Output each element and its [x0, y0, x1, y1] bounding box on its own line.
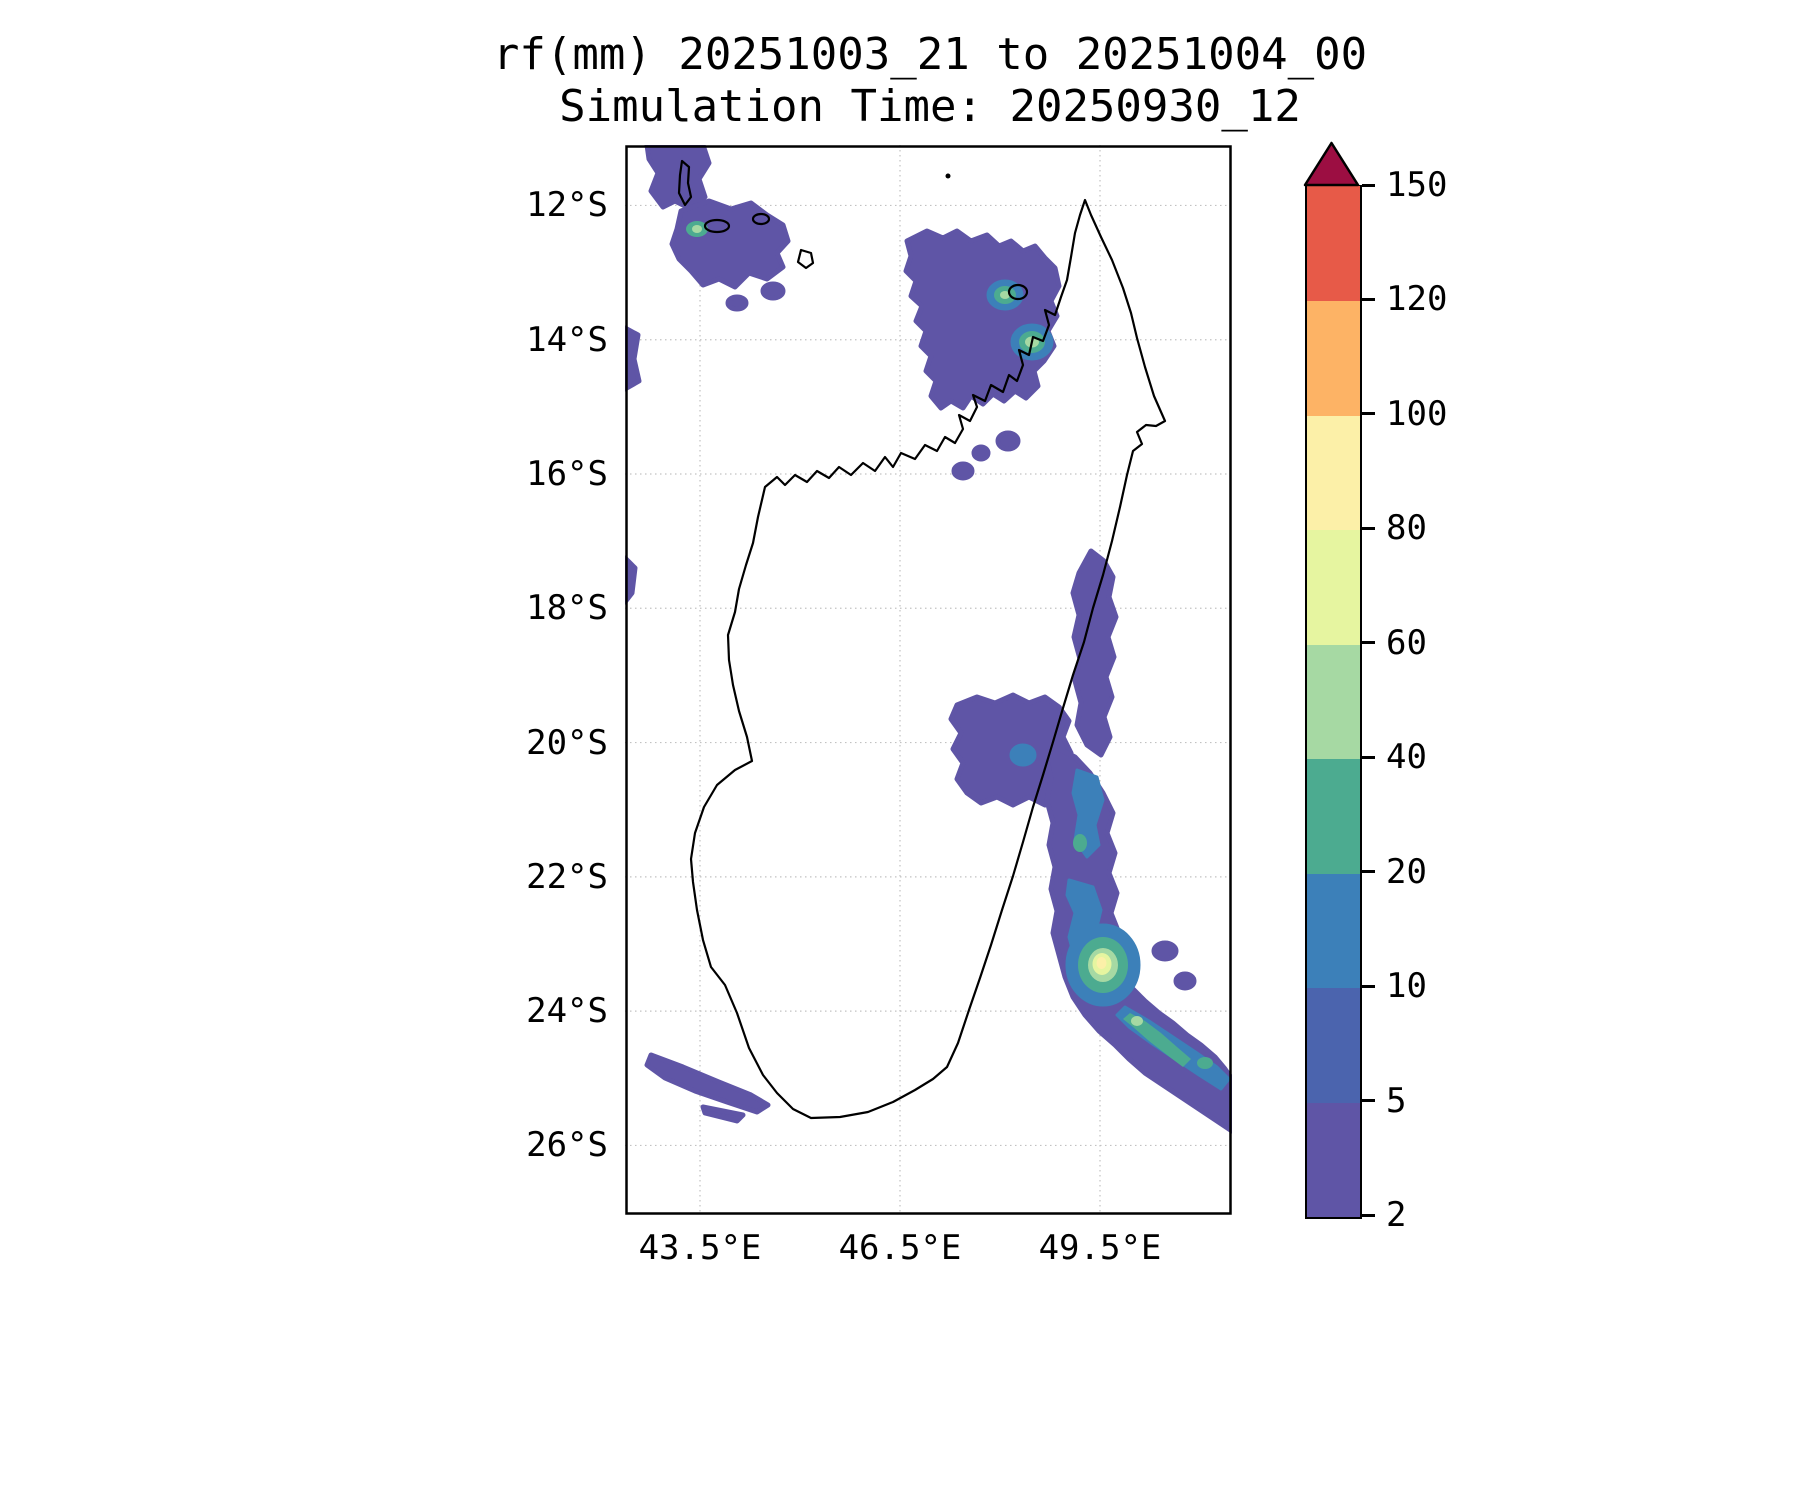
colorbar-tick: [1362, 1213, 1375, 1217]
chart-subtitle: Simulation Time: 20250930_12: [559, 81, 1301, 132]
rain-patch: [1123, 1013, 1191, 1067]
colorbar-tick-label: 5: [1386, 1080, 1407, 1121]
colorbar-tick: [1362, 755, 1375, 759]
colorbar-tick-label: 100: [1386, 393, 1448, 434]
colorbar-segment: [1307, 873, 1360, 989]
plot-border: [625, 145, 1232, 1215]
colorbar-tick: [1362, 297, 1375, 301]
y-tick-label: 12°S: [526, 185, 608, 226]
rain-patch: [971, 444, 991, 462]
colorbar-tick-label: 60: [1386, 622, 1427, 663]
grande-comore-island-outline: [677, 159, 693, 207]
rain-patch: [700, 1104, 746, 1124]
x-tick-label: 46.5°E: [838, 1228, 962, 1268]
rain-patch: [1073, 834, 1087, 852]
rainfall-contours: [625, 145, 1232, 1134]
anjouan-island-outline: [751, 212, 771, 226]
colorbar-tick-label: 150: [1386, 165, 1448, 205]
colorbar-tick: [1362, 526, 1375, 530]
colorbar-tick: [1362, 412, 1375, 416]
rain-patch: [995, 430, 1021, 452]
colorbar-tick-label: 2: [1386, 1195, 1407, 1235]
moheli-island-outline: [703, 218, 731, 234]
colorbar-tick: [1362, 641, 1375, 645]
rain-patch: [1000, 291, 1010, 299]
colorbar-arrow: [1303, 141, 1360, 187]
colorbar-tick: [1362, 1099, 1375, 1103]
colorbar-tick-label: 20: [1386, 851, 1427, 892]
rain-patch: [1070, 548, 1119, 758]
colorbar-tick: [1362, 183, 1375, 187]
chart-title: rf(mm) 20251003_21 to 20251004_00: [492, 29, 1368, 80]
rain-patch: [760, 281, 786, 301]
colorbar-segment: [1307, 987, 1360, 1103]
rain-patch: [951, 461, 975, 481]
colorbar-tick-label: 10: [1386, 966, 1427, 1007]
colorbar-tick-label: 120: [1386, 279, 1448, 320]
coastlines: [677, 159, 1167, 1120]
y-tick-label: 26°S: [526, 1125, 608, 1166]
rain-patch: [692, 225, 702, 233]
colorbar-tick: [1362, 870, 1375, 874]
small-island-dot: [945, 173, 951, 179]
colorbar-segment: [1307, 644, 1360, 760]
nosy-be-island-outline: [1007, 283, 1029, 301]
rain-patch: [669, 198, 791, 290]
y-tick-label: 24°S: [526, 991, 608, 1032]
colorbar-tick-label: 80: [1386, 508, 1427, 549]
colorbar-segment: [1307, 186, 1360, 302]
rain-patch: [903, 228, 1062, 411]
colorbar-segment: [1307, 300, 1360, 416]
rain-patch: [644, 145, 712, 212]
colorbar-tick: [1362, 984, 1375, 988]
x-tick-label: 49.5°E: [1038, 1228, 1162, 1268]
colorbar: [1305, 185, 1362, 1219]
rain-patch: [1009, 743, 1037, 767]
colorbar-segment: [1307, 758, 1360, 874]
rain-patch: [1096, 957, 1107, 969]
madagascar-coastline: [689, 198, 1167, 1120]
y-tick-label: 14°S: [526, 319, 608, 360]
colorbar-segment: [1307, 415, 1360, 531]
y-tick-label: 16°S: [526, 454, 608, 494]
rain-patch: [725, 294, 749, 312]
colorbar-segment: [1307, 1101, 1360, 1217]
rain-patch: [644, 1052, 771, 1115]
rain-patch: [1131, 1016, 1143, 1026]
x-tick-label: 43.5°E: [638, 1228, 762, 1268]
rain-patch: [1197, 1057, 1213, 1069]
rain-patch: [1151, 940, 1179, 962]
y-tick-label: 20°S: [526, 722, 608, 763]
rain-patch: [1173, 971, 1197, 991]
map-plot-area: [625, 145, 1232, 1215]
rain-patch: [625, 325, 642, 392]
colorbar-segment: [1307, 529, 1360, 645]
colorbar-tick-label: 40: [1386, 737, 1427, 778]
y-tick-label: 18°S: [526, 588, 608, 629]
colorbar-arrow-triangle: [1303, 141, 1360, 187]
mayotte-island-outline: [796, 248, 815, 270]
y-tick-label: 22°S: [526, 856, 608, 897]
